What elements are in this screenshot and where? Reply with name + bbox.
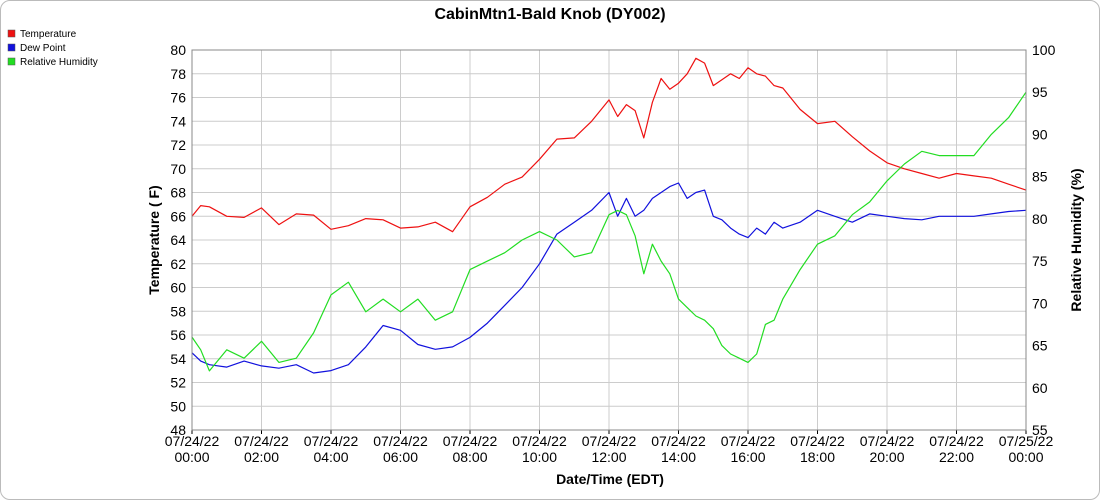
left-axis-label: Temperature ( F)	[146, 185, 162, 294]
left-tick-label: 62	[170, 256, 186, 272]
legend: Temperature Dew Point Relative Humidity	[7, 29, 98, 68]
left-tick-label: 74	[170, 113, 186, 129]
series-line-dew-point	[191, 182, 1027, 374]
legend-swatch	[7, 43, 16, 52]
x-tick-date: 07/24/22	[790, 433, 845, 449]
x-tick-time: 16:00	[730, 449, 765, 465]
x-tick-time: 00:00	[1008, 449, 1043, 465]
left-tick-label: 50	[170, 398, 186, 414]
left-tick-label: 80	[170, 42, 186, 58]
left-tick-label: 72	[170, 137, 186, 153]
legend-label: Temperature	[20, 29, 77, 40]
x-tick-time: 00:00	[174, 449, 209, 465]
right-tick-label: 80	[1032, 211, 1048, 227]
legend-swatch	[7, 57, 16, 66]
x-tick-date: 07/24/22	[860, 433, 915, 449]
series-line-relative-humidity	[191, 91, 1027, 372]
x-tick-date: 07/24/22	[582, 433, 637, 449]
right-tick-label: 90	[1032, 126, 1048, 142]
right-tick-label: 65	[1032, 338, 1048, 354]
left-tick-label: 52	[170, 375, 186, 391]
left-tick-label: 68	[170, 185, 186, 201]
x-tick-time: 04:00	[313, 449, 348, 465]
legend-label: Dew Point	[20, 43, 66, 54]
x-tick-time: 22:00	[939, 449, 974, 465]
x-tick-time: 10:00	[522, 449, 557, 465]
right-tick-label: 100	[1032, 42, 1056, 58]
x-tick-time: 20:00	[869, 449, 904, 465]
right-axis-label: Relative Humidity (%)	[1068, 168, 1084, 311]
x-tick-date: 07/24/22	[721, 433, 776, 449]
x-tick-time: 12:00	[591, 449, 626, 465]
series-line-temperature	[191, 57, 1027, 233]
right-tick-label: 60	[1032, 380, 1048, 396]
x-tick-time: 14:00	[661, 449, 696, 465]
x-tick-date: 07/24/22	[929, 433, 984, 449]
x-tick-date: 07/24/22	[165, 433, 220, 449]
x-tick-date: 07/24/22	[234, 433, 289, 449]
right-tick-label: 95	[1032, 84, 1048, 100]
chart-title: CabinMtn1-Bald Knob (DY002)	[434, 6, 665, 23]
x-tick-date: 07/24/22	[651, 433, 706, 449]
left-tick-label: 76	[170, 90, 186, 106]
left-tick-label: 60	[170, 280, 186, 296]
right-tick-label: 85	[1032, 169, 1048, 185]
right-tick-label: 75	[1032, 253, 1048, 269]
axes: 48 50 52 54 56 58 60 62 64 66 68 70 72 74 76 78 80 55 60 65…	[165, 42, 1056, 465]
series-lines	[191, 57, 1027, 374]
x-tick-time: 02:00	[244, 449, 279, 465]
x-tick-time: 08:00	[452, 449, 487, 465]
x-tick-time: 06:00	[383, 449, 418, 465]
left-tick-label: 58	[170, 303, 186, 319]
x-tick-date: 07/24/22	[373, 433, 428, 449]
left-tick-label: 54	[170, 351, 186, 367]
left-tick-label: 48	[170, 422, 186, 438]
x-tick-time: 18:00	[800, 449, 835, 465]
x-tick-date: 07/25/22	[999, 433, 1054, 449]
x-tick-date: 07/24/22	[443, 433, 498, 449]
left-tick-label: 70	[170, 161, 186, 177]
legend-label: Relative Humidity	[20, 57, 98, 68]
x-axis-label: Date/Time (EDT)	[556, 471, 664, 487]
left-tick-label: 78	[170, 66, 186, 82]
right-tick-label: 55	[1032, 422, 1048, 438]
x-tick-date: 07/24/22	[512, 433, 567, 449]
left-tick-label: 56	[170, 327, 186, 343]
x-tick-date: 07/24/22	[304, 433, 359, 449]
left-tick-label: 66	[170, 208, 186, 224]
right-tick-label: 70	[1032, 295, 1048, 311]
left-tick-label: 64	[170, 232, 186, 248]
legend-swatch	[7, 29, 16, 38]
plot-border	[191, 49, 1027, 431]
